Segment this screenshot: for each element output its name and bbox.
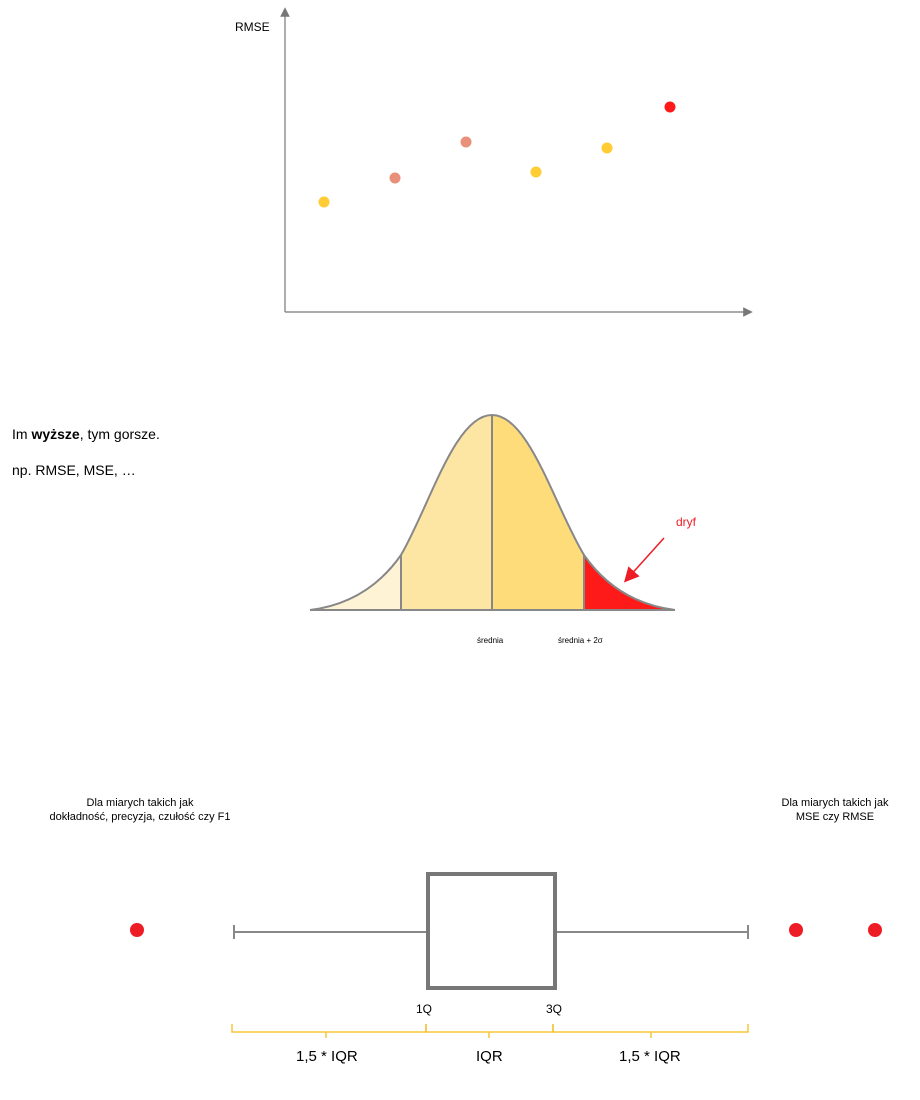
scatter-point: [389, 172, 401, 184]
bell-band-right: [492, 415, 584, 610]
brace-right-range: [552, 1024, 749, 1038]
sigma-label: średnia + 2σ: [558, 636, 603, 645]
scatter-point: [601, 142, 613, 154]
caption-left: Dla miarych takich jak dokładność, precy…: [30, 796, 250, 824]
iqr-box: [426, 872, 557, 990]
q1-label: 1Q: [416, 1002, 433, 1016]
statement-prefix: Im: [12, 426, 32, 442]
brace-iqr: [425, 1024, 554, 1038]
scatter-point: [460, 136, 472, 148]
scatter-point: [530, 166, 542, 178]
statement-examples: np. RMSE, MSE, …: [12, 462, 136, 478]
outlier-right-1: [789, 923, 803, 937]
statement-bold: wyższe: [31, 426, 80, 442]
mean-label: średnia: [477, 636, 504, 645]
left-range-label: 1,5 * IQR: [296, 1048, 358, 1065]
q3-label: 3Q: [546, 1002, 563, 1016]
bell-drift-area: [584, 555, 675, 610]
outlier-right-2: [868, 923, 882, 937]
brace-left-range: [231, 1024, 427, 1038]
bell-band-left: [401, 415, 492, 610]
box-plot: [130, 872, 882, 1038]
iqr-label: IQR: [476, 1048, 503, 1065]
caption-left-line1: Dla miarych takich jak: [86, 797, 194, 809]
drift-arrow: [623, 537, 665, 583]
y-axis-label: RMSE: [235, 20, 270, 34]
caption-right: Dla miarych takich jak MSE czy RMSE: [760, 796, 910, 824]
outlier-left: [130, 923, 144, 937]
scatter-point: [664, 101, 676, 113]
scatter-point: [318, 196, 330, 208]
caption-right-line2: MSE czy RMSE: [795, 811, 875, 823]
right-range-label: 1,5 * IQR: [619, 1048, 681, 1065]
statement-suffix: , tym gorsze.: [79, 426, 160, 442]
bell-curve: [309, 413, 676, 611]
caption-right-line1: Dla miarych takich jak: [781, 797, 889, 809]
statement-line: Im wyższe, tym gorsze.: [12, 426, 160, 442]
bell-tail-left: [310, 555, 401, 610]
caption-left-line2: dokładność, precyzja, czułość czy F1: [49, 811, 231, 823]
range-braces: [231, 1024, 749, 1038]
drift-label: dryf: [676, 515, 697, 529]
